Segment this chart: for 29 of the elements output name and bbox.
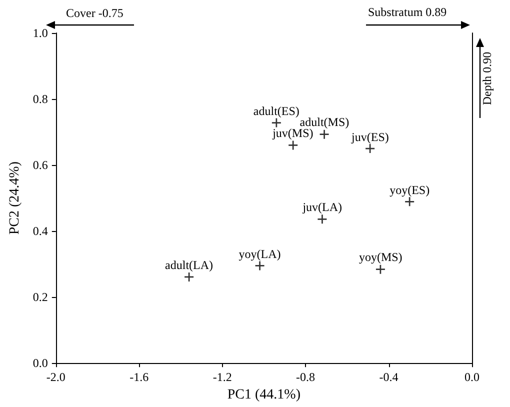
point	[288, 140, 298, 150]
annotation: juv(LA)	[302, 200, 342, 216]
annotation: adult(ES)	[253, 104, 300, 119]
x-axis-title: PC1 (44.1%)	[227, 388, 301, 402]
y-axis-title: PC2 (24.4%)	[8, 161, 22, 235]
text: Cover -0.75	[66, 6, 124, 21]
x-tick-label: 0.0	[464, 370, 480, 384]
point	[255, 261, 264, 270]
annotation: juv(ES)	[352, 130, 389, 145]
x-tick-label: -1.6	[130, 370, 149, 384]
x-tick-label: -0.8	[296, 370, 316, 384]
x-tick-label: -1.2	[212, 370, 232, 384]
y-tick-label: 1.0	[32, 26, 48, 40]
annotation: adult(LA)	[165, 258, 214, 273]
y-tick-label: 0.6	[32, 158, 48, 172]
x-tick-label: -0.4	[379, 370, 398, 384]
point	[318, 214, 327, 224]
annotation: yoy(ES)	[390, 182, 430, 198]
point	[320, 130, 329, 139]
y-tick-label: 0.4	[32, 224, 48, 238]
y-tick-label: 0.8	[32, 92, 48, 106]
y-tick-label: 0.2	[32, 290, 48, 304]
annotation: yoy(LA)	[238, 246, 281, 262]
x-tick-label: -2.0	[46, 370, 66, 384]
y-tick-label: 0.0	[32, 356, 48, 370]
annotation: yoy(MS)	[358, 250, 402, 266]
text: Depth 0.90	[480, 51, 495, 105]
point	[405, 197, 414, 206]
text: Substratum 0.89	[368, 5, 447, 20]
